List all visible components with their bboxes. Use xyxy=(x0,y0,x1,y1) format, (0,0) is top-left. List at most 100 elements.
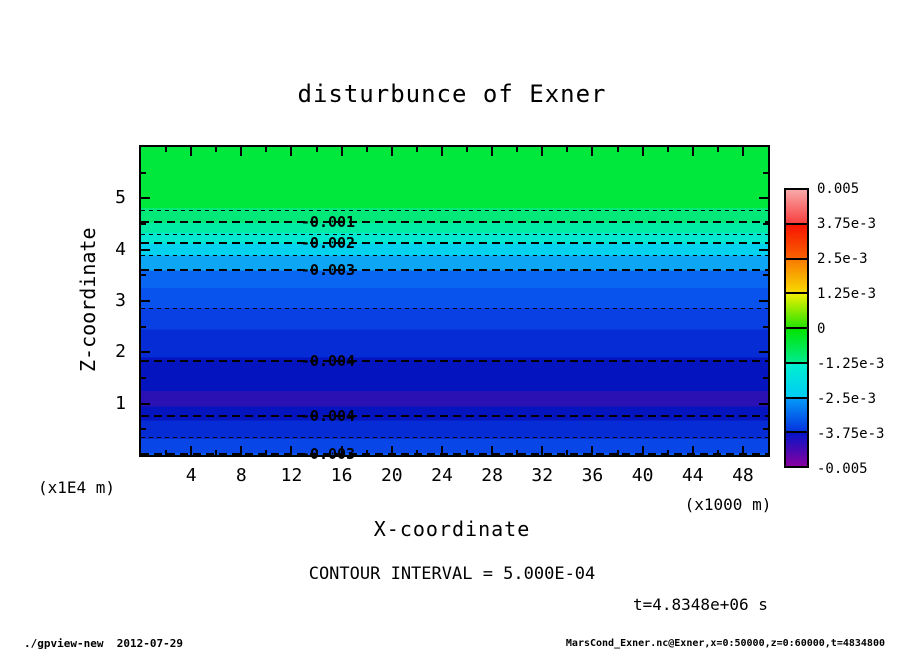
contour-line xyxy=(141,360,768,362)
y-axis-major-tick xyxy=(759,402,768,405)
x-axis-minor-tick xyxy=(415,147,418,152)
x-axis-major-tick xyxy=(340,147,343,156)
x-axis-major-tick xyxy=(541,446,544,455)
contour-line xyxy=(141,308,768,309)
y-axis-minor-tick xyxy=(763,377,768,379)
contour-label: -0.002 xyxy=(300,234,356,252)
x-axis-unit: (x1000 m) xyxy=(684,495,772,514)
x-axis-major-tick xyxy=(190,147,193,156)
contour-label: -0.004 xyxy=(300,407,356,425)
x-axis-label: X-coordinate xyxy=(373,517,531,541)
contour-line xyxy=(141,437,768,438)
contour-line xyxy=(141,415,768,417)
contour-line xyxy=(141,234,768,235)
y-axis-major-tick xyxy=(759,248,768,251)
x-axis-major-tick xyxy=(240,147,243,156)
y-axis-minor-tick xyxy=(763,325,768,328)
y-axis-major-tick xyxy=(141,402,150,405)
x-axis-major-tick xyxy=(741,147,744,156)
x-axis-major-tick xyxy=(290,446,293,455)
y-axis-minor-tick xyxy=(141,171,146,174)
contour-label: -0.004 xyxy=(300,352,356,370)
contour-interval-text: CONTOUR INTERVAL = 5.000E-04 xyxy=(308,564,596,584)
x-tick-label: 36 xyxy=(581,465,604,486)
colorbar-segment xyxy=(786,224,807,260)
x-axis-minor-tick xyxy=(265,450,268,455)
y-axis-minor-tick xyxy=(763,171,768,174)
y-tick-label: 2 xyxy=(115,341,126,363)
y-axis-minor-tick xyxy=(763,223,768,225)
x-axis-minor-tick xyxy=(666,450,669,455)
x-axis-minor-tick xyxy=(165,450,168,455)
x-axis-minor-tick xyxy=(466,450,469,455)
contour-line xyxy=(141,210,768,211)
contour-line xyxy=(141,255,768,256)
contour-line xyxy=(141,453,768,455)
contour-label: -0.001 xyxy=(300,213,356,231)
x-tick-label: 32 xyxy=(531,465,554,486)
x-axis-minor-tick xyxy=(315,147,318,152)
x-axis-minor-tick xyxy=(566,450,569,455)
colorbar-tick-label: 1.25e-3 xyxy=(817,286,877,302)
time-annotation: t=4.8348e+06 s xyxy=(633,595,768,614)
x-tick-label: 28 xyxy=(481,465,503,486)
y-axis-major-tick xyxy=(141,300,150,302)
y-axis-major-tick xyxy=(141,248,150,251)
x-axis-minor-tick xyxy=(215,147,218,152)
contour-label: -0.003 xyxy=(300,261,356,279)
y-axis-minor-tick xyxy=(141,274,146,277)
y-tick-label: 3 xyxy=(115,290,126,311)
colorbar-segment xyxy=(786,433,807,466)
x-axis-major-tick xyxy=(290,147,293,156)
colorbar-segment xyxy=(786,259,807,295)
colorbar-tick-label: 0 xyxy=(817,321,826,337)
x-tick-label: 12 xyxy=(280,465,303,486)
x-axis-major-tick xyxy=(491,147,494,156)
x-axis-minor-tick xyxy=(265,147,268,152)
x-axis-minor-tick xyxy=(165,147,168,152)
x-axis-minor-tick xyxy=(666,147,669,152)
contour-label: -0.003 xyxy=(300,445,356,463)
y-tick-label: 1 xyxy=(115,392,126,414)
plot-area: -0.001 -0.002 -0.003 -0.004 -0.004 -0.003 xyxy=(139,145,770,463)
x-axis-minor-tick xyxy=(215,450,218,455)
x-axis-minor-tick xyxy=(566,147,569,152)
x-axis-major-tick xyxy=(390,147,393,156)
contour-line xyxy=(141,269,768,271)
x-axis-major-tick xyxy=(591,147,594,156)
y-axis-minor-tick xyxy=(141,428,146,431)
colorbar-tick-label: -1.25e-3 xyxy=(817,356,885,372)
colorbar-segment xyxy=(786,190,807,225)
x-axis-minor-tick xyxy=(616,147,619,152)
contour-line xyxy=(141,242,768,244)
x-tick-label: 20 xyxy=(380,465,403,486)
x-axis-major-tick xyxy=(741,446,744,455)
x-axis-major-tick xyxy=(440,147,443,156)
footer-command-text: ./gpview-new 2012-07-29 xyxy=(24,637,183,650)
colorbar-segment xyxy=(786,363,807,399)
x-axis-minor-tick xyxy=(716,147,719,152)
y-axis-minor-tick xyxy=(141,377,146,379)
colorbar-tick-label: 2.5e-3 xyxy=(817,251,868,267)
colorbar-tick-label: -0.005 xyxy=(817,461,868,477)
x-axis-minor-tick xyxy=(716,450,719,455)
x-axis-major-tick xyxy=(340,446,343,455)
colorbar-segment xyxy=(786,294,807,329)
x-axis-minor-tick xyxy=(315,450,318,455)
y-axis-unit: (x1E4 m) xyxy=(38,478,116,497)
y-axis-major-tick xyxy=(759,300,768,302)
colorbar-segment xyxy=(786,398,807,434)
y-axis-minor-tick xyxy=(141,223,146,225)
x-axis-minor-tick xyxy=(616,450,619,455)
colorbar xyxy=(784,188,809,468)
x-axis-major-tick xyxy=(691,446,694,455)
x-axis-major-tick xyxy=(240,446,243,455)
colorbar-tick-label: 3.75e-3 xyxy=(817,216,877,232)
y-axis-minor-tick xyxy=(763,428,768,431)
x-axis-major-tick xyxy=(691,147,694,156)
x-axis-minor-tick xyxy=(415,450,418,455)
x-axis-major-tick xyxy=(440,446,443,455)
contour-line xyxy=(141,221,768,223)
y-axis-minor-tick xyxy=(763,274,768,277)
